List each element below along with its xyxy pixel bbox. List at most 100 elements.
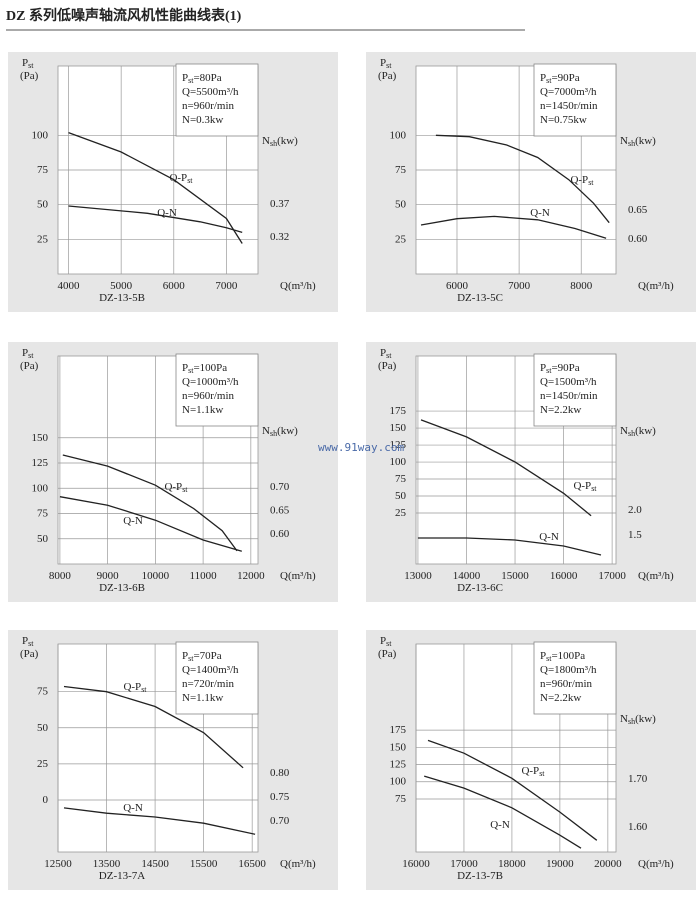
curve [435, 134, 610, 224]
y2-tick-label: 0.37 [270, 198, 290, 210]
info-line: Pst=70Pa [182, 650, 222, 663]
y-axis-label: Pst [22, 635, 34, 648]
y2-tick-label: 1.5 [628, 529, 642, 541]
curve-label: Q-Pst [169, 172, 193, 185]
y-tick-label: 75 [37, 507, 49, 519]
x-axis-label: Q(m³/h) [638, 570, 674, 582]
panels: 4000 5000 6000 7000 25 50 75 100 0.32 0.37 Q-Pst Q-… [8, 52, 696, 890]
info-box [175, 353, 259, 427]
x-tick-label: 16500 [238, 858, 266, 870]
x-tick-label: 18000 [498, 858, 526, 870]
y-tick-label: 175 [390, 405, 407, 417]
info-line: N=2.2kw [540, 692, 581, 704]
curve-label: Q-N [490, 819, 510, 831]
curve [63, 807, 256, 835]
y2-axis-label: Nsh(kw) [620, 713, 656, 726]
info-box [175, 641, 259, 715]
y-tick-label: 75 [37, 685, 49, 697]
y2-tick-label: 0.70 [270, 814, 290, 826]
y2-tick-label: 0.32 [270, 231, 289, 243]
y-tick-label: 75 [37, 164, 49, 176]
x-tick-label: 16000 [402, 858, 430, 870]
y-tick-label: 25 [395, 233, 407, 245]
chart-caption: DZ-13-7B [457, 870, 503, 882]
y-tick-label: 25 [395, 507, 407, 519]
curve-label: Q-Pst [573, 480, 597, 493]
curve-label: Q-N [530, 207, 550, 219]
info-line: n=720r/min [182, 678, 235, 690]
x-tick-label: 10000 [142, 570, 170, 582]
x-tick-label: 14500 [141, 858, 169, 870]
y-tick-label: 50 [395, 198, 407, 210]
chart-caption: DZ-13-6C [457, 582, 503, 594]
y-tick-label: 100 [32, 482, 49, 494]
y-tick-label: 0 [43, 794, 49, 806]
y2-tick-label: 2.0 [628, 504, 642, 516]
y-tick-label: 125 [32, 457, 49, 469]
curve-label: Q-N [123, 515, 143, 527]
y-tick-label: 75 [395, 792, 407, 804]
x-axis-label: Q(m³/h) [280, 570, 316, 582]
curve [68, 131, 243, 244]
x-tick-label: 6000 [163, 280, 186, 292]
x-tick-label: 12000 [237, 570, 265, 582]
y2-tick-label: 0.80 [270, 766, 290, 778]
chart-panel: 12500 13500 14500 15500 16500 0 25 50 75 0.70 0.75… [8, 630, 338, 890]
info-box [533, 353, 617, 427]
y-tick-label: 150 [390, 422, 407, 434]
info-line: Q=1500m³/h [540, 376, 597, 388]
x-tick-label: 19000 [546, 858, 574, 870]
info-line: N=2.2kw [540, 404, 581, 416]
x-tick-label: 20000 [594, 858, 622, 870]
y-axis-unit: (Pa) [378, 70, 397, 82]
y2-tick-label: 0.60 [628, 232, 648, 244]
y-axis-label: Pst [380, 57, 392, 70]
info-line: Q=1400m³/h [182, 664, 239, 676]
y-tick-label: 100 [390, 129, 407, 141]
y-tick-label: 50 [37, 532, 49, 544]
y-tick-label: 100 [390, 456, 407, 468]
x-tick-label: 7000 [215, 280, 238, 292]
x-axis-label: Q(m³/h) [638, 280, 674, 292]
info-line: N=0.75kw [540, 114, 587, 126]
info-line: N=1.1kw [182, 404, 223, 416]
y2-tick-label: 1.60 [628, 821, 648, 833]
y-tick-label: 50 [37, 198, 49, 210]
y-axis-unit: (Pa) [378, 648, 397, 660]
y-tick-label: 50 [395, 490, 407, 502]
curve-label: Q-N [123, 802, 143, 814]
x-tick-label: 16000 [550, 570, 578, 582]
y-tick-label: 125 [390, 758, 407, 770]
info-line: n=1450r/min [540, 100, 598, 112]
info-line: n=960r/min [540, 678, 593, 690]
curve [420, 419, 592, 517]
y2-axis-label: Nsh(kw) [262, 135, 298, 148]
curve-label: Q-Pst [164, 481, 188, 494]
y-tick-label: 25 [37, 233, 49, 245]
x-tick-label: 17000 [598, 570, 626, 582]
y-tick-label: 25 [37, 757, 49, 769]
curve-label: Q-Pst [570, 174, 594, 187]
y-tick-label: 100 [390, 775, 407, 787]
info-line: Pst=90Pa [540, 362, 580, 375]
y2-axis-label: Nsh(kw) [620, 135, 656, 148]
info-line: N=0.3kw [182, 114, 223, 126]
chart-panel: 16000 17000 18000 19000 20000 75 100 125 150 175 1… [366, 630, 696, 890]
info-line: Pst=90Pa [540, 72, 580, 85]
y-tick-label: 125 [390, 439, 407, 451]
info-line: Q=5500m³/h [182, 86, 239, 98]
x-axis-label: Q(m³/h) [280, 280, 316, 292]
curve [68, 205, 243, 234]
y-tick-label: 75 [395, 164, 407, 176]
y-axis-label: Pst [380, 347, 392, 360]
y-axis-label: Pst [22, 57, 34, 70]
chart-caption: DZ-13-5B [99, 292, 145, 304]
curve-label: Q-N [157, 207, 177, 219]
info-box [175, 63, 259, 137]
curve [417, 537, 602, 556]
curve-label: Q-Pst [521, 765, 545, 778]
info-line: n=960r/min [182, 100, 235, 112]
x-tick-label: 15500 [190, 858, 218, 870]
x-tick-label: 11000 [190, 570, 218, 582]
